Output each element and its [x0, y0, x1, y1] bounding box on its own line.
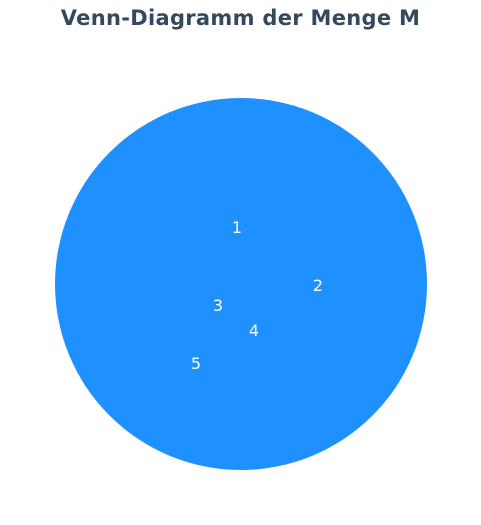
- element-label-2: 2: [313, 276, 323, 295]
- element-label-4: 4: [249, 321, 259, 340]
- set-elements: 1 2 3 4 5: [191, 218, 323, 373]
- element-label-5: 5: [191, 354, 201, 373]
- set-m-circle: [55, 98, 427, 470]
- diagram-title: Venn-Diagramm der Menge M: [60, 6, 421, 30]
- element-label-3: 3: [213, 296, 223, 315]
- element-label-1: 1: [232, 218, 242, 237]
